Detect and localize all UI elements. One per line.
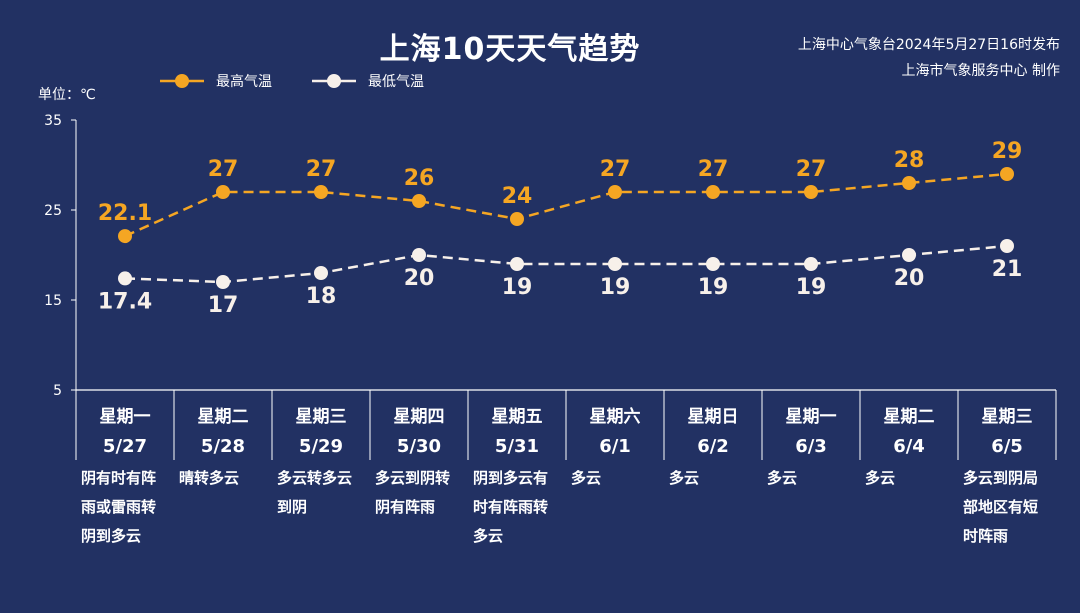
weather-description: 多云 (571, 469, 601, 487)
data-label-low: 17 (208, 293, 239, 318)
date-label: 5/30 (397, 436, 441, 457)
data-point-low (216, 275, 230, 289)
data-label-high: 27 (306, 157, 337, 182)
date-label: 5/28 (201, 436, 245, 457)
weather-description: 阴有时有阵 (81, 469, 156, 487)
data-point-high (804, 185, 818, 199)
chart-title: 上海10天天气趋势 (379, 32, 641, 67)
data-label-high: 22.1 (98, 201, 152, 226)
data-label-high: 26 (404, 166, 435, 191)
data-point-high (412, 194, 426, 208)
data-point-high (118, 229, 132, 244)
day-label: 星期六 (590, 406, 641, 427)
series-line-high (124, 172, 1008, 238)
weather-description: 多云 (473, 527, 503, 545)
weather-description: 阴到多云 (81, 527, 141, 545)
data-point-high (902, 176, 916, 190)
weather-description: 部地区有短 (963, 498, 1038, 516)
weather-description: 阴到多云有 (473, 469, 548, 487)
weather-description: 晴转多云 (179, 469, 239, 487)
day-label: 星期日 (688, 407, 739, 427)
y-tick-label: 15 (44, 293, 62, 309)
weather-description: 雨或雷雨转 (81, 498, 156, 516)
weather-description: 多云 (767, 469, 797, 487)
day-label: 星期三 (296, 407, 347, 427)
data-label-high: 27 (600, 157, 631, 182)
date-label: 6/4 (893, 436, 925, 457)
data-point-low (314, 266, 328, 280)
data-label-high: 28 (894, 148, 925, 173)
data-point-high (314, 185, 328, 199)
legend-label-low: 最低气温 (368, 74, 424, 90)
series-line-low (124, 244, 1008, 284)
data-label-low: 19 (698, 275, 729, 300)
data-label-high: 27 (208, 157, 239, 182)
weather-description: 多云到阴转 (375, 469, 450, 487)
data-label-low: 20 (894, 266, 925, 291)
data-point-low (510, 257, 524, 271)
data-label-high: 27 (698, 157, 729, 182)
day-label: 星期四 (394, 407, 445, 427)
data-point-low (706, 257, 720, 271)
weather-description: 时有阵雨转 (473, 498, 548, 516)
weather-description: 时阵雨 (963, 527, 1008, 545)
data-label-low: 19 (502, 275, 533, 300)
weather-description: 多云 (865, 469, 895, 487)
data-point-high (1000, 167, 1014, 181)
legend-label-high: 最高气温 (216, 73, 272, 90)
data-label-high: 24 (502, 184, 533, 209)
data-label-high: 29 (992, 139, 1023, 164)
date-label: 5/29 (299, 436, 343, 457)
legend-marker-low (327, 74, 341, 88)
data-label-low: 21 (992, 257, 1023, 282)
data-point-high (510, 212, 524, 226)
y-tick-label: 35 (44, 113, 62, 129)
data-point-low (412, 248, 426, 262)
data-point-low (118, 271, 132, 286)
data-point-high (608, 185, 622, 199)
date-label: 6/5 (991, 436, 1023, 457)
weather-description: 多云转多云 (277, 469, 352, 487)
data-label-low: 20 (404, 266, 435, 291)
weather-description: 多云 (669, 469, 699, 487)
legend-marker-high (175, 74, 189, 88)
data-label-high: 27 (796, 157, 827, 182)
day-label: 星期二 (884, 407, 935, 427)
data-point-low (902, 248, 916, 262)
day-label: 星期二 (198, 407, 249, 427)
unit-label: 单位：℃ (38, 87, 96, 103)
weather-description: 阴有阵雨 (375, 498, 435, 516)
producer-line: 上海市气象服务中心 制作 (901, 63, 1060, 79)
data-point-high (706, 185, 720, 199)
date-label: 6/1 (599, 436, 631, 457)
data-label-low: 17.4 (98, 289, 152, 314)
weather-description: 到阴 (277, 498, 307, 516)
day-label: 星期一 (100, 407, 151, 427)
data-point-low (608, 257, 622, 271)
day-label: 星期三 (982, 407, 1033, 427)
data-point-high (216, 185, 230, 199)
data-point-low (804, 257, 818, 271)
date-label: 6/2 (697, 436, 729, 457)
date-label: 5/27 (103, 436, 147, 457)
y-tick-label: 5 (53, 383, 62, 399)
data-label-low: 19 (600, 275, 631, 300)
date-label: 5/31 (495, 436, 539, 457)
data-point-low (1000, 239, 1014, 253)
weather-description: 多云到阴局 (963, 469, 1038, 487)
date-label: 6/3 (795, 436, 827, 457)
data-label-low: 18 (306, 284, 337, 309)
y-tick-label: 25 (44, 203, 62, 219)
day-label: 星期一 (786, 407, 837, 427)
publish-line: 上海中心气象台2024年5月27日16时发布 (797, 37, 1060, 53)
day-label: 星期五 (492, 407, 543, 427)
data-label-low: 19 (796, 275, 827, 300)
